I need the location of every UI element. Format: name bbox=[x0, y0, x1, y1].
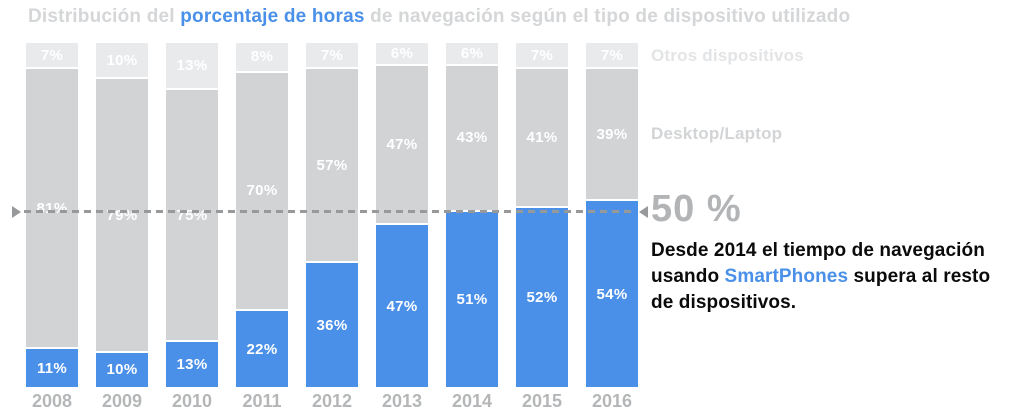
bar-2012: 7% 57% 36% bbox=[306, 43, 358, 387]
year-label-2016: 2016 bbox=[591, 391, 633, 411]
segment-desktop-value-label: 41% bbox=[526, 129, 558, 147]
segment-smartphones-value-label: 22% bbox=[246, 340, 278, 358]
year-label-2014: 2014 bbox=[451, 391, 493, 411]
segment-others-value-label: 6% bbox=[390, 44, 414, 62]
chart-title-prefix: Distribución del bbox=[28, 6, 181, 27]
reference-value-label: 50 % bbox=[651, 188, 742, 230]
segment-desktop: 70% bbox=[236, 70, 288, 312]
segment-others: 6% bbox=[376, 43, 428, 64]
bar-2016: 7% 39% 54% bbox=[586, 43, 638, 387]
segment-desktop: 47% bbox=[376, 63, 428, 226]
segment-others-value-label: 6% bbox=[460, 44, 484, 62]
segment-others-value-label: 7% bbox=[530, 46, 554, 64]
annotation-highlight: SmartPhones bbox=[724, 266, 849, 287]
year-label-2015: 2015 bbox=[521, 391, 563, 411]
legend-label-desktop: Desktop/Laptop bbox=[651, 124, 783, 143]
segment-smartphones: 10% bbox=[96, 352, 148, 387]
segment-smartphones: 22% bbox=[236, 311, 288, 387]
segment-desktop-value-label: 43% bbox=[456, 129, 488, 147]
chart-title-suffix: de navegación según el tipo de dispositi… bbox=[364, 6, 851, 27]
legend-label-others: Otros dispositivos bbox=[651, 46, 804, 65]
segment-smartphones-value-label: 13% bbox=[176, 356, 208, 374]
segment-desktop: 39% bbox=[586, 67, 638, 202]
year-label-2010: 2010 bbox=[171, 391, 213, 411]
bar-2009: 10% 79% 10% bbox=[96, 43, 148, 387]
segment-smartphones-value-label: 10% bbox=[106, 361, 138, 379]
annotation-after: supera al resto de dispositivos. bbox=[651, 266, 991, 313]
year-label-2008: 2008 bbox=[31, 391, 73, 411]
year-label-2012: 2012 bbox=[311, 391, 353, 411]
bars-container: 7% 81% 11% 10% 79% 10% 13% 75% 13% 8% 70% 22% 7% 57% 3… bbox=[26, 43, 638, 387]
segment-smartphones: 11% bbox=[26, 349, 78, 387]
segment-smartphones-value-label: 47% bbox=[386, 297, 418, 315]
segment-desktop: 75% bbox=[166, 87, 218, 343]
x-axis-year-labels: 2008 2009 2010 2011 2012 2013 2014 2015 2016 bbox=[26, 391, 638, 415]
segment-others: 8% bbox=[236, 43, 288, 71]
segment-smartphones: 54% bbox=[586, 201, 638, 387]
segment-smartphones-value-label: 51% bbox=[456, 290, 488, 308]
annotation-before: Desde 2014 el tiempo de navegación usand… bbox=[651, 240, 985, 287]
bar-2011: 8% 70% 22% bbox=[236, 43, 288, 387]
segment-smartphones: 52% bbox=[516, 208, 568, 387]
chart-title: Distribución del porcentaje de horas de … bbox=[28, 6, 850, 28]
segment-others: 7% bbox=[586, 43, 638, 68]
year-label-2011: 2011 bbox=[242, 391, 282, 411]
segment-others: 7% bbox=[26, 43, 78, 68]
bar-2015: 7% 41% 52% bbox=[516, 43, 568, 387]
segment-others-value-label: 7% bbox=[40, 46, 64, 64]
segment-desktop-value-label: 39% bbox=[596, 125, 628, 143]
segment-others-value-label: 13% bbox=[176, 56, 208, 74]
segment-others: 10% bbox=[96, 43, 148, 78]
segment-others: 13% bbox=[166, 43, 218, 88]
segment-desktop: 57% bbox=[306, 67, 358, 264]
bar-2014: 6% 43% 51% bbox=[446, 43, 498, 387]
segment-desktop-value-label: 57% bbox=[316, 156, 348, 174]
annotation-text: Desde 2014 el tiempo de navegación usand… bbox=[651, 238, 1015, 316]
fifty-percent-reference-line bbox=[12, 205, 648, 218]
segment-desktop: 43% bbox=[446, 63, 498, 212]
segment-others: 6% bbox=[446, 43, 498, 64]
segment-others: 7% bbox=[516, 43, 568, 68]
year-label-2009: 2009 bbox=[101, 391, 143, 411]
segment-smartphones: 51% bbox=[446, 211, 498, 387]
bar-2008: 7% 81% 11% bbox=[26, 43, 78, 387]
segment-desktop: 81% bbox=[26, 67, 78, 350]
segment-smartphones: 36% bbox=[306, 263, 358, 387]
arrowhead-right-icon bbox=[12, 205, 21, 218]
segment-others-value-label: 7% bbox=[320, 46, 344, 64]
year-label-2013: 2013 bbox=[381, 391, 423, 411]
stacked-bar-chart: 7% 81% 11% 10% 79% 10% 13% 75% 13% 8% 70% 22% 7% 57% 3… bbox=[12, 43, 648, 415]
dashed-line bbox=[24, 210, 636, 213]
segment-smartphones-value-label: 54% bbox=[596, 285, 628, 303]
segment-smartphones-value-label: 36% bbox=[316, 316, 348, 334]
segment-desktop-value-label: 47% bbox=[386, 135, 418, 153]
segment-others-value-label: 10% bbox=[106, 51, 138, 69]
segment-others: 7% bbox=[306, 43, 358, 68]
bar-2013: 6% 47% 47% bbox=[376, 43, 428, 387]
segment-others-value-label: 7% bbox=[600, 46, 624, 64]
bar-2010: 13% 75% 13% bbox=[166, 43, 218, 387]
segment-smartphones-value-label: 11% bbox=[36, 359, 68, 377]
segment-smartphones-value-label: 52% bbox=[526, 289, 558, 307]
segment-smartphones: 13% bbox=[166, 342, 218, 387]
segment-desktop-value-label: 70% bbox=[246, 182, 278, 200]
segment-desktop: 41% bbox=[516, 67, 568, 209]
arrowhead-left-icon bbox=[639, 205, 648, 218]
segment-others-value-label: 8% bbox=[250, 48, 274, 66]
segment-smartphones: 47% bbox=[376, 225, 428, 387]
chart-title-highlight: porcentaje de horas bbox=[180, 6, 365, 27]
